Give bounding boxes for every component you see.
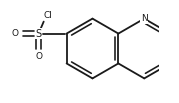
Text: Cl: Cl xyxy=(43,11,52,20)
Text: O: O xyxy=(11,29,18,38)
Text: N: N xyxy=(141,14,148,23)
Text: S: S xyxy=(36,29,42,39)
Text: O: O xyxy=(35,52,42,61)
